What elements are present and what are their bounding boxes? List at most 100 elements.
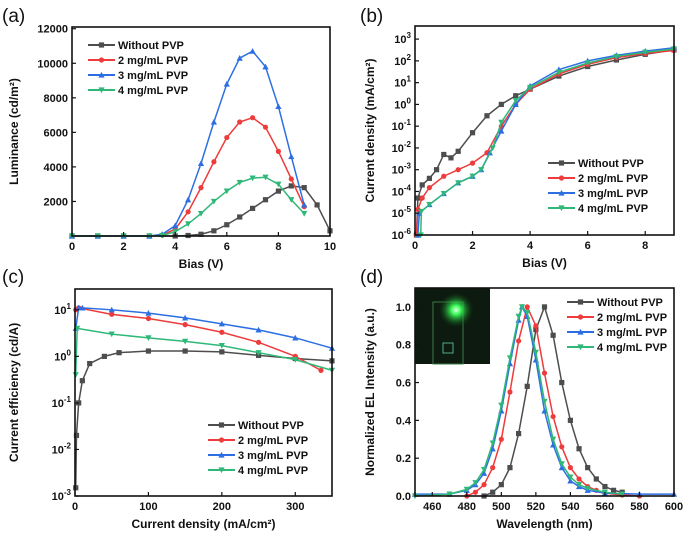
data-point (575, 482, 583, 488)
y-tick-label: 0.0 (396, 491, 411, 503)
y-tick-label: 10-3 (392, 162, 412, 177)
data-point (185, 221, 192, 228)
data-point (182, 322, 188, 328)
data-point (440, 190, 447, 197)
data-point (237, 119, 243, 125)
y-tick-label: 4000 (44, 162, 68, 174)
series-line (420, 48, 675, 236)
legend-item: 3 mg/mL PVP (208, 450, 308, 462)
data-point (567, 477, 574, 484)
legend-item: 3 mg/mL PVP (88, 70, 188, 82)
x-tick-label: 0 (412, 240, 418, 252)
data-point (533, 323, 539, 329)
data-point (558, 461, 565, 467)
data-point (218, 320, 225, 327)
data-point (249, 48, 256, 54)
series-line (72, 176, 305, 237)
data-point (489, 440, 496, 447)
data-point (262, 197, 269, 203)
data-point (211, 159, 217, 165)
data-point (512, 101, 519, 108)
data-point (484, 113, 490, 119)
data-point (619, 491, 626, 498)
legend: Without PVP 2 mg/mL PVP 3 mg/mL PVP 4 mg/mL… (548, 158, 648, 215)
data-point (642, 49, 649, 56)
legend-item: 4 mg/mL PVP (548, 203, 648, 215)
green-emission-glow (438, 292, 474, 328)
legend-marker (98, 87, 105, 94)
y-tick-label: 10-1 (392, 118, 412, 133)
y-tick-label: 100 (394, 96, 411, 111)
data-point (478, 167, 485, 173)
data-point (301, 185, 307, 191)
data-point (498, 101, 504, 108)
legend-label: Without PVP (238, 420, 304, 432)
y-tick-label: 10-3 (52, 488, 72, 503)
data-point (275, 188, 281, 194)
legend-marker (558, 160, 565, 166)
chart-panel-c: (c) 0 100 200 300 10-3 10-2 10-1 100 101 Current d… (2, 267, 336, 531)
data-point (585, 465, 591, 471)
y-axis-label: Current density (mA/cm²) (363, 58, 377, 202)
data-point (292, 334, 299, 341)
y-tick-label: 12000 (37, 24, 68, 36)
series-2-mg-ml-pvp (73, 305, 324, 373)
data-point (498, 119, 505, 126)
data-point (613, 53, 620, 60)
legend-marker (98, 57, 105, 63)
data-point (182, 338, 189, 345)
x-tick-label: 500 (492, 501, 510, 513)
data-point (433, 167, 440, 173)
data-point (262, 174, 269, 181)
legend-label: 4 mg/mL PVP (118, 85, 188, 97)
x-tick-label: 8 (642, 240, 648, 252)
y-tick-label: 102 (394, 53, 411, 68)
data-point (527, 84, 534, 91)
data-point (555, 69, 562, 76)
panel-label: (d) (360, 267, 383, 288)
data-point (145, 348, 152, 354)
data-point (532, 349, 539, 356)
legend-label: 2 mg/mL PVP (578, 173, 648, 185)
legend-item: 3 mg/mL PVP (548, 188, 648, 200)
series-4-mg-ml-pvp (68, 174, 308, 240)
legend-item: 4 mg/mL PVP (567, 342, 667, 354)
data-point (426, 175, 432, 181)
y-tick-label: 10-2 (52, 441, 72, 456)
data-point (584, 485, 591, 492)
x-tick-label: 560 (596, 501, 614, 513)
data-point (255, 350, 262, 356)
y-axis-label: Luminance (cd/m²) (7, 78, 21, 185)
legend-item: 3 mg/mL PVP (567, 327, 667, 339)
legend: Without PVP 2 mg/mL PVP 3 mg/mL PVP 4 mg/mL… (208, 420, 308, 477)
legend-item: Without PVP (88, 40, 184, 52)
series-line (75, 307, 322, 372)
data-point (116, 350, 122, 356)
data-point (472, 489, 479, 495)
data-point (541, 407, 548, 414)
data-point (210, 118, 217, 125)
data-point (314, 202, 320, 208)
data-point (584, 60, 591, 67)
data-point (524, 383, 530, 389)
data-point (197, 210, 205, 217)
data-point (558, 464, 565, 471)
data-point (550, 332, 556, 338)
legend-label: 4 mg/mL PVP (578, 203, 648, 215)
legend-marker (218, 422, 225, 428)
x-tick-label: 8 (275, 241, 281, 253)
data-point (108, 306, 115, 313)
x-axis-label: Wavelength (nm) (496, 517, 592, 531)
data-point (79, 378, 85, 384)
data-point (448, 155, 454, 161)
data-point (512, 97, 519, 104)
data-point (101, 353, 107, 359)
data-point (292, 357, 299, 363)
data-point (237, 214, 243, 220)
data-point (567, 465, 574, 471)
y-tick-label: 101 (54, 302, 71, 317)
y-tick-label: 0.4 (396, 415, 412, 427)
data-point (515, 313, 522, 320)
series-4-mg-ml-pvp (417, 46, 678, 239)
data-point (197, 160, 205, 167)
